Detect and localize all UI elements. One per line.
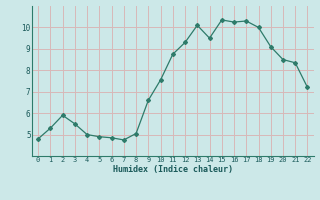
X-axis label: Humidex (Indice chaleur): Humidex (Indice chaleur) xyxy=(113,165,233,174)
